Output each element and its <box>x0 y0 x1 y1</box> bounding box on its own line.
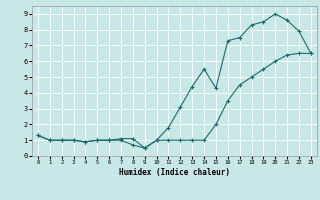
X-axis label: Humidex (Indice chaleur): Humidex (Indice chaleur) <box>119 168 230 177</box>
